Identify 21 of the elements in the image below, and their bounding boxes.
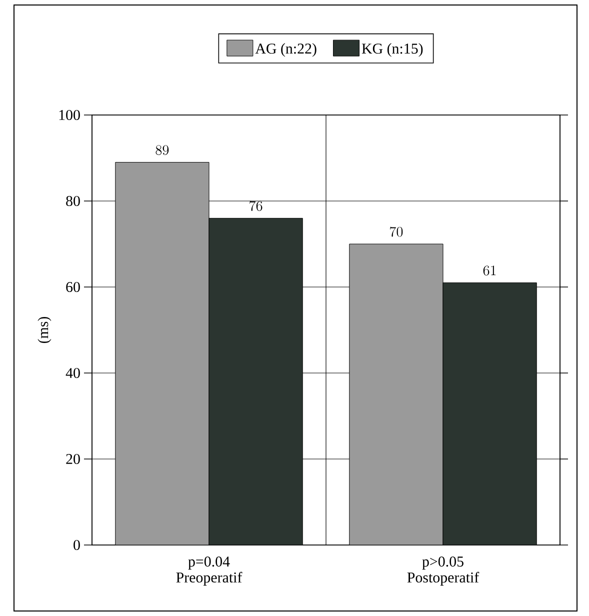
y-tick-label: 100 [59, 110, 80, 120]
y-tick-label: 0 [74, 540, 80, 550]
legend-label: KG (n:15) [362, 43, 423, 57]
bar [208, 218, 303, 545]
y-tick-label: 60 [66, 282, 80, 292]
data-label: 61 [483, 266, 496, 276]
legend-label: AG (n:22) [255, 43, 316, 57]
x-tick-label: Postoperatif [407, 572, 480, 586]
x-tick-label: Preoperatif [176, 572, 242, 586]
y-axis-title: (ms) [38, 316, 52, 344]
y-tick-label: 40 [66, 368, 80, 378]
text: p=0.04 [188, 556, 230, 570]
text: p>0.05 [422, 556, 464, 570]
data-label: 76 [250, 200, 262, 211]
y-tick-label: 20 [66, 454, 80, 464]
bar [115, 162, 210, 545]
y-tick-label: 80 [66, 196, 80, 206]
bar [442, 282, 537, 545]
data-label: 89 [156, 145, 169, 156]
bar [349, 244, 444, 545]
data-label: 70 [390, 226, 403, 237]
